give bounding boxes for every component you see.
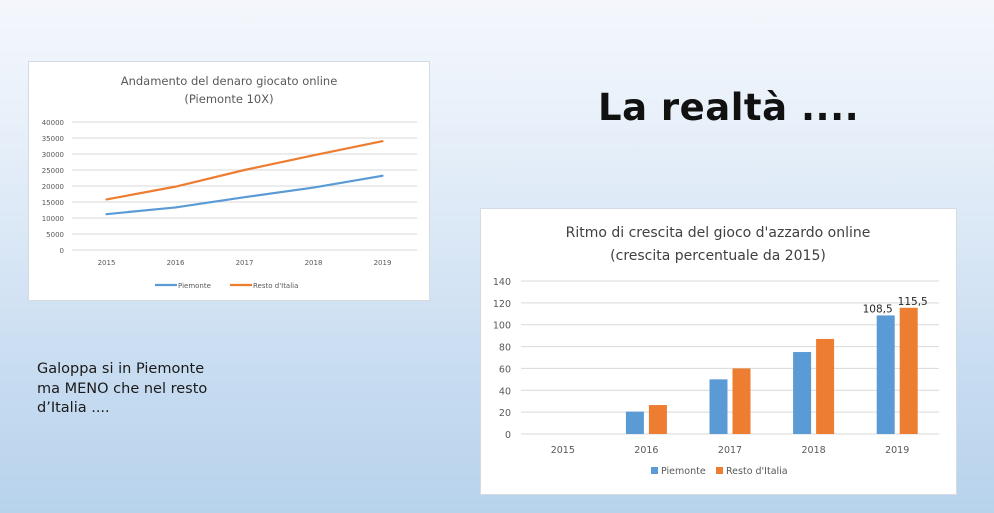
bar-chart-canvas: Ritmo di crescita del gioco d'azzardo on…: [493, 225, 939, 477]
x-tick-label: 2018: [802, 445, 826, 456]
legend-label: Piemonte: [178, 282, 211, 290]
x-tick-label: 2018: [305, 259, 323, 267]
y-tick-label: 60: [499, 364, 511, 375]
series-line-piemonte: [105, 174, 384, 216]
x-tick-label: 2019: [885, 445, 909, 456]
chart-title: Andamento del denaro giocato online: [121, 74, 338, 88]
bar-piemonte-2016: [625, 411, 644, 434]
y-tick-label: 10000: [42, 215, 64, 223]
bar-resto-2017: [732, 368, 751, 434]
y-tick-label: 40000: [42, 119, 64, 127]
y-tick-label: 20: [499, 408, 511, 419]
data-label: 108,5: [863, 303, 893, 315]
side-note: Galoppa si in Piemonte ma MENO che nel r…: [37, 360, 277, 419]
y-tick-label: 120: [493, 299, 511, 310]
series-line-resto: [105, 140, 384, 201]
slide-title: La realtà ....: [598, 86, 860, 129]
bar-piemonte-2019: [876, 315, 895, 434]
y-tick-label: 0: [60, 247, 64, 255]
side-note-line-3: d’Italia ....: [37, 400, 110, 416]
side-note-line-1: Galoppa si in Piemonte: [37, 361, 205, 377]
x-tick-label: 2015: [98, 259, 116, 267]
bar-resto-2019: [899, 307, 918, 434]
y-tick-label: 100: [493, 321, 511, 332]
line-chart-canvas: Andamento del denaro giocato online (Piem…: [42, 74, 417, 290]
bar-resto-2016: [648, 405, 667, 434]
y-tick-label: 25000: [42, 167, 64, 175]
x-tick-label: 2017: [718, 445, 742, 456]
x-tick-label: 2017: [236, 259, 254, 267]
side-note-line-2: ma MENO che nel resto: [37, 380, 208, 397]
bar-chart-growth-rate: Ritmo di crescita del gioco d'azzardo on…: [480, 208, 957, 495]
y-tick-label: 0: [505, 430, 511, 441]
bar-piemonte-2017: [709, 379, 728, 434]
x-tick-label: 2016: [634, 445, 658, 456]
x-tick-label: 2016: [167, 259, 185, 267]
y-tick-label: 20000: [42, 183, 64, 191]
bar-resto-2018: [816, 338, 835, 434]
y-tick-label: 30000: [42, 151, 64, 159]
chart-subtitle: (Piemonte 10X): [184, 92, 273, 106]
y-tick-label: 5000: [46, 231, 64, 239]
x-tick-label: 2019: [374, 259, 392, 267]
legend-label: Piemonte: [661, 466, 706, 477]
legend-label: Resto d'Italia: [726, 466, 788, 477]
y-tick-label: 140: [493, 277, 511, 288]
legend-swatch: [651, 467, 658, 474]
legend-swatch: [716, 467, 723, 474]
y-tick-label: 80: [499, 343, 511, 354]
line-chart-online-spending: Andamento del denaro giocato online (Piem…: [28, 61, 430, 301]
x-tick-label: 2015: [551, 445, 575, 456]
chart-subtitle: (crescita percentuale da 2015): [610, 248, 826, 264]
y-tick-label: 40: [499, 386, 511, 397]
chart-title: Ritmo di crescita del gioco d'azzardo on…: [566, 225, 871, 241]
y-tick-label: 35000: [42, 135, 64, 143]
bar-piemonte-2018: [793, 352, 812, 434]
legend-label: Resto d'Italia: [253, 282, 298, 290]
y-tick-label: 15000: [42, 199, 64, 207]
data-label: 115,5: [898, 296, 928, 308]
